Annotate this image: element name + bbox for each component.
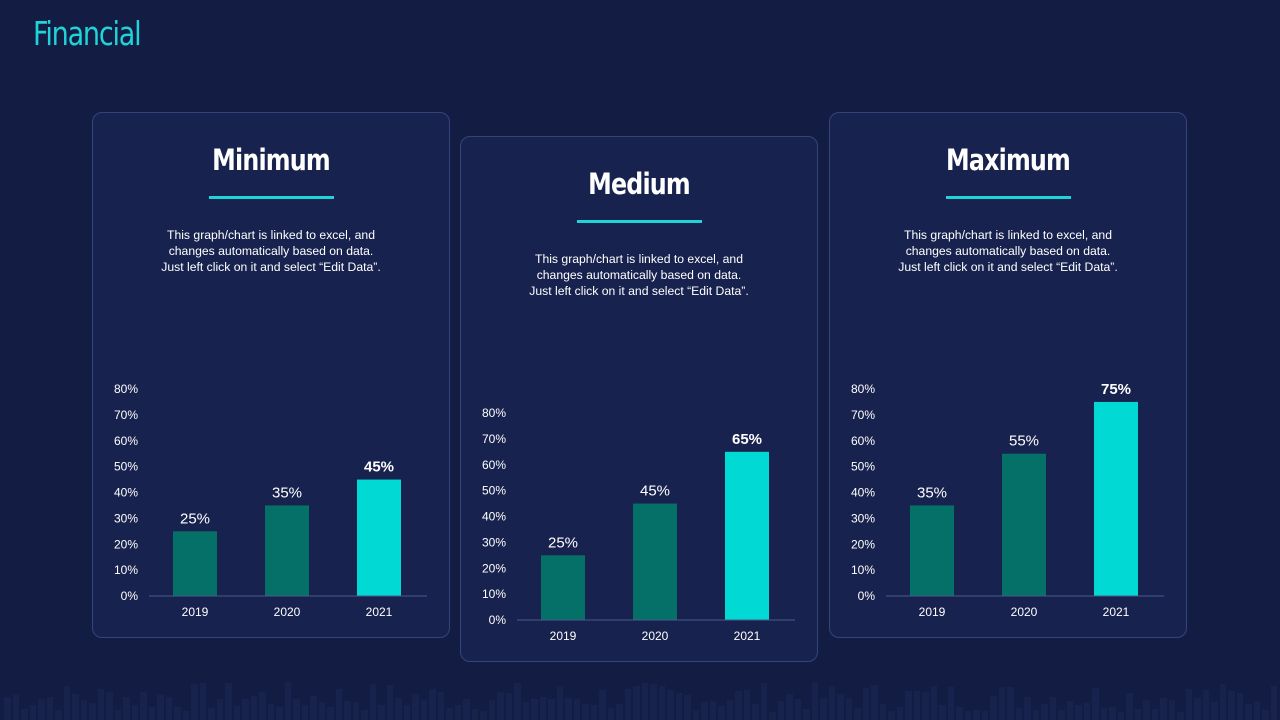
- y-tick-label: 40%: [851, 486, 875, 500]
- page-title: Financial: [33, 14, 142, 53]
- card-title: Maximum: [946, 143, 1071, 177]
- data-label: 35%: [917, 484, 947, 501]
- y-tick-label: 40%: [482, 510, 506, 524]
- y-tick-label: 80%: [851, 382, 875, 396]
- x-tick-label: 2019: [550, 629, 577, 643]
- x-tick-label: 2019: [919, 605, 946, 619]
- bar-chart-maximum[interactable]: 0% 10% 20% 30% 40% 50% 60% 70% 80% 35% 2019 55% 2020…: [830, 113, 1188, 639]
- bar-chart-medium[interactable]: 0% 10% 20% 30% 40% 50% 60% 70% 80% 25% 2019 45% 2020…: [461, 137, 819, 663]
- title-underline: [209, 196, 334, 199]
- y-tick-label: 20%: [851, 537, 875, 551]
- bar: [357, 479, 401, 596]
- data-label: 45%: [640, 483, 670, 500]
- bar: [725, 451, 769, 620]
- x-tick-label: 2021: [734, 629, 761, 643]
- bar: [1002, 453, 1046, 596]
- data-label: 25%: [548, 534, 578, 551]
- bar: [173, 531, 217, 596]
- y-tick-label: 60%: [851, 434, 875, 448]
- card-title: Medium: [588, 167, 691, 201]
- y-tick-label: 30%: [851, 511, 875, 525]
- data-label: 65%: [732, 431, 762, 448]
- card-description: This graph/chart is linked to excel, and…: [161, 228, 381, 274]
- y-tick-label: 80%: [482, 406, 506, 420]
- x-tick-label: 2020: [642, 629, 669, 643]
- y-tick-label: 70%: [851, 408, 875, 422]
- y-tick-label: 10%: [482, 587, 506, 601]
- y-tick-label: 50%: [114, 460, 138, 474]
- data-label: 25%: [180, 510, 210, 527]
- bar: [633, 503, 677, 620]
- bar-chart-minimum[interactable]: 0% 10% 20% 30% 40% 50% 60% 70% 80% 25% 2019 35% 2020…: [93, 113, 451, 639]
- bar: [265, 505, 309, 596]
- data-label: 45%: [364, 459, 394, 476]
- card-description: This graph/chart is linked to excel, and…: [898, 228, 1118, 274]
- x-tick-label: 2019: [182, 605, 209, 619]
- bar: [541, 555, 585, 620]
- card-minimum: Minimum This graph/chart is linked to ex…: [92, 112, 450, 638]
- y-tick-label: 60%: [482, 458, 506, 472]
- title-underline: [946, 196, 1071, 199]
- y-tick-label: 50%: [482, 484, 506, 498]
- y-tick-label: 30%: [114, 511, 138, 525]
- title-underline: [577, 220, 702, 223]
- card-description: This graph/chart is linked to excel, and…: [529, 252, 749, 298]
- y-tick-label: 20%: [482, 561, 506, 575]
- y-tick-label: 0%: [858, 589, 876, 603]
- y-tick-label: 30%: [482, 535, 506, 549]
- footer-decoration: [0, 680, 1280, 720]
- card-title: Minimum: [212, 143, 330, 177]
- bar: [1094, 401, 1138, 596]
- data-label: 35%: [272, 484, 302, 501]
- data-label: 55%: [1009, 433, 1039, 450]
- y-tick-label: 70%: [114, 408, 138, 422]
- y-tick-label: 20%: [114, 537, 138, 551]
- y-tick-label: 0%: [489, 613, 507, 627]
- x-tick-label: 2021: [366, 605, 393, 619]
- y-tick-label: 10%: [114, 563, 138, 577]
- x-tick-label: 2021: [1103, 605, 1130, 619]
- y-tick-label: 40%: [114, 486, 138, 500]
- y-tick-label: 10%: [851, 563, 875, 577]
- y-tick-label: 70%: [482, 432, 506, 446]
- y-tick-label: 60%: [114, 434, 138, 448]
- data-label: 75%: [1101, 381, 1131, 398]
- card-medium: Medium This graph/chart is linked to exc…: [460, 136, 818, 662]
- x-tick-label: 2020: [274, 605, 301, 619]
- y-tick-label: 80%: [114, 382, 138, 396]
- card-maximum: Maximum This graph/chart is linked to ex…: [829, 112, 1187, 638]
- bar: [910, 505, 954, 596]
- y-tick-label: 0%: [121, 589, 139, 603]
- y-tick-label: 50%: [851, 460, 875, 474]
- x-tick-label: 2020: [1011, 605, 1038, 619]
